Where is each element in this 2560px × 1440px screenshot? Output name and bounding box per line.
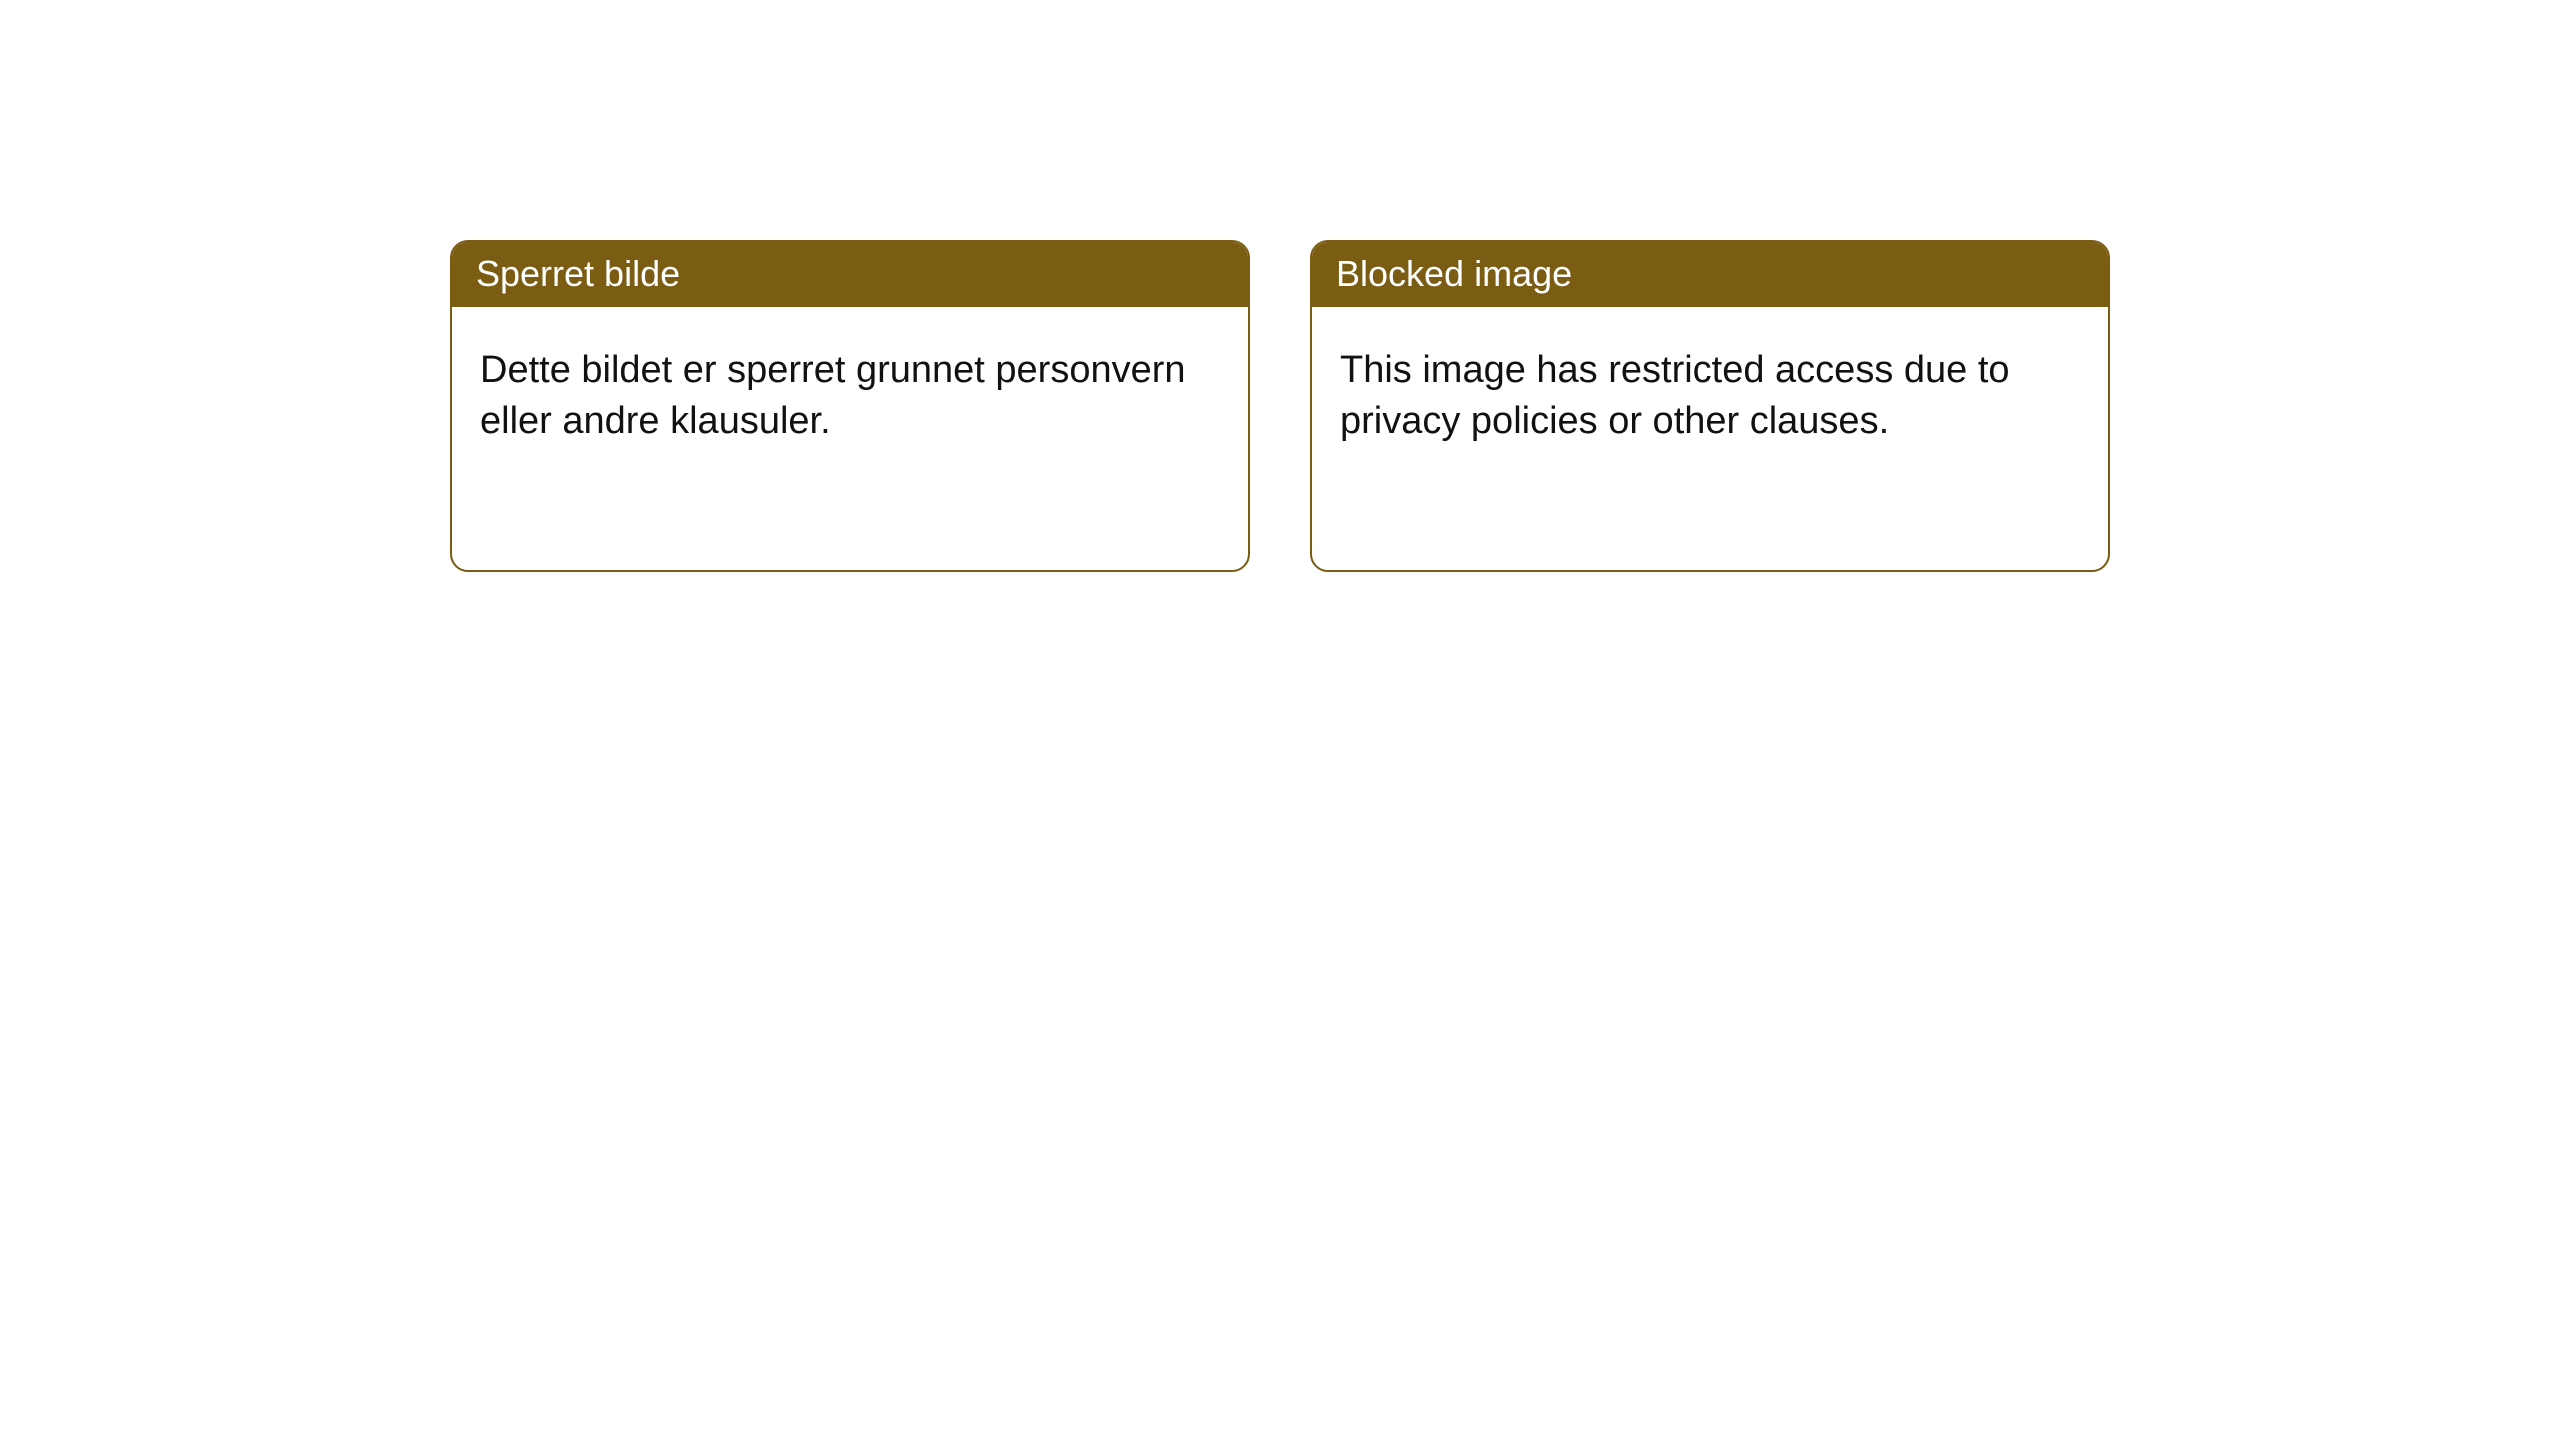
notice-card-english: Blocked image This image has restricted … — [1310, 240, 2110, 572]
notice-card-norwegian: Sperret bilde Dette bildet er sperret gr… — [450, 240, 1250, 572]
notice-body-english: This image has restricted access due to … — [1312, 307, 2108, 472]
notice-body-norwegian: Dette bildet er sperret grunnet personve… — [452, 307, 1248, 472]
notice-container: Sperret bilde Dette bildet er sperret gr… — [0, 0, 2560, 572]
notice-title-english: Blocked image — [1312, 242, 2108, 307]
notice-title-norwegian: Sperret bilde — [452, 242, 1248, 307]
